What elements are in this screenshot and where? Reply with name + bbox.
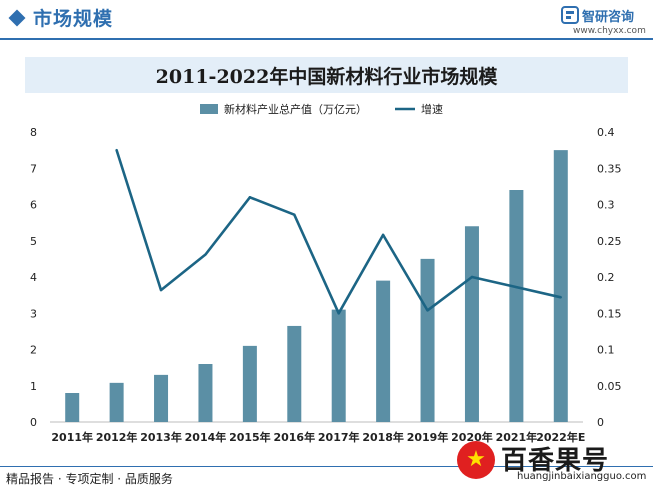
- bar-10: [509, 190, 524, 422]
- x-tick-7: 2018年: [362, 430, 404, 444]
- y-tick-right-3: 0.15: [597, 307, 622, 320]
- bar-7: [376, 280, 391, 422]
- badge-url: huangjinbaixiangguo.com: [517, 471, 647, 482]
- y-tick-left-5: 5: [30, 235, 37, 248]
- x-tick-8: 2019年: [407, 430, 449, 444]
- y-tick-left-7: 7: [30, 162, 37, 175]
- growth-point-7: [381, 233, 385, 237]
- star-icon: ★: [457, 441, 495, 479]
- growth-point-1: [115, 148, 118, 152]
- growth-point-9: [470, 275, 474, 279]
- y-tick-left-0: 0: [30, 416, 37, 429]
- x-tick-9: 2020年: [451, 430, 493, 444]
- y-tick-right-0: 0: [597, 416, 604, 429]
- y-tick-right-4: 0.2: [597, 271, 615, 284]
- y-tick-left-2: 2: [30, 344, 37, 357]
- x-tick-1: 2012年: [96, 430, 138, 444]
- brand-url[interactable]: www.chyxx.com: [573, 26, 646, 36]
- brand-name: 智研咨询: [582, 10, 635, 25]
- footer-bar: 精品报告 · 专项定制 · 品质服务: [0, 466, 653, 490]
- growth-point-5: [293, 213, 296, 216]
- footer-slogan: 精品报告 · 专项定制 · 品质服务: [6, 472, 173, 486]
- bar-0: [65, 393, 80, 422]
- header-bar: 市场规模 智研咨询 www.chyxx.com: [0, 0, 653, 40]
- y-tick-right-5: 0.25: [597, 235, 622, 248]
- y-tick-left-4: 4: [30, 271, 37, 284]
- growth-point-8: [426, 309, 429, 312]
- bar-1: [109, 382, 124, 422]
- growth-point-3: [204, 253, 207, 256]
- growth-point-11: [559, 296, 562, 299]
- bar-5: [287, 325, 302, 422]
- footer-divider: [0, 466, 653, 467]
- y-tick-right-8: 0.4: [597, 126, 615, 139]
- brand-logo[interactable]: 智研咨询: [561, 5, 647, 25]
- growth-point-4: [248, 196, 252, 199]
- tick-labels: 0 1 2 3 4 5 6 7 8 0 0.05 0.1 0.15 0.2 0.25 0.3 0.35 0.4 20…: [30, 126, 622, 444]
- bar-9: [464, 226, 479, 422]
- bar-8: [420, 258, 435, 422]
- y-tick-left-3: 3: [30, 307, 37, 320]
- y-tick-right-6: 0.3: [597, 199, 615, 212]
- section-title: 市场规模: [33, 8, 114, 30]
- bar-2: [154, 374, 169, 422]
- growth-point-10: [515, 285, 518, 289]
- y-tick-left-1: 1: [30, 380, 37, 393]
- legend-swatch-bar: [200, 104, 218, 114]
- bar-3: [198, 364, 213, 422]
- header-divider: [0, 38, 653, 40]
- chart-legend: 新材料产业总产值（万亿元） 增速: [200, 102, 443, 116]
- x-tick-4: 2015年: [229, 430, 271, 444]
- growth-line: [115, 149, 562, 315]
- badge-name: 百香果号: [501, 446, 610, 476]
- x-tick-6: 2017年: [318, 430, 360, 444]
- growth-point-2: [159, 288, 163, 292]
- bar-4: [242, 345, 257, 422]
- line-series: [115, 148, 562, 315]
- x-tick-2: 2013年: [140, 430, 182, 444]
- x-tick-10: 2021年: [496, 430, 538, 444]
- bar-11: [553, 150, 568, 422]
- x-tick-5: 2016年: [273, 430, 315, 444]
- y-tick-left-8: 8: [30, 126, 37, 139]
- chart-title: 2011-2022年中国新材料行业市场规模: [155, 65, 498, 88]
- brand-logo-icon: [561, 6, 579, 24]
- x-tick-0: 2011年: [51, 430, 93, 444]
- bar-series: [65, 150, 568, 422]
- chart-canvas: 0 1 2 3 4 5 6 7 8 0 0.05 0.1 0.15 0.2 0.25 0.3 0.35 0.4 20…: [30, 102, 622, 444]
- x-tick-3: 2014年: [185, 430, 227, 444]
- y-tick-left-6: 6: [30, 199, 37, 212]
- watermark-badge: ★ 百香果号 huangjinbaixiangguo.com: [457, 437, 653, 487]
- chart-title-bar: 2011-2022年中国新材料行业市场规模: [25, 57, 628, 93]
- bar-6: [331, 309, 346, 422]
- x-tick-11: 2022年E: [536, 430, 585, 444]
- legend-label-line: 增速: [421, 102, 443, 116]
- y-tick-right-7: 0.35: [597, 162, 622, 175]
- legend-label-bar: 新材料产业总产值（万亿元）: [224, 102, 367, 116]
- growth-point-6: [337, 312, 340, 315]
- y-tick-right-2: 0.1: [597, 344, 615, 357]
- y-tick-right-1: 0.05: [597, 380, 622, 393]
